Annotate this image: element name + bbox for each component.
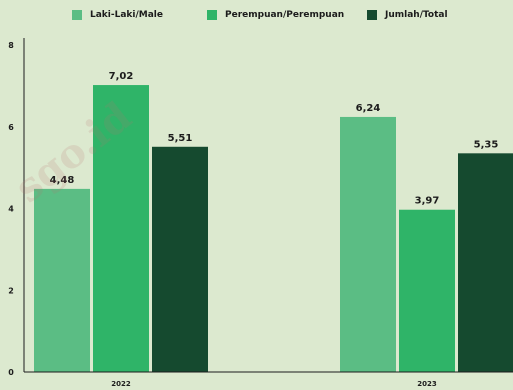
bar-2023-series-2 <box>399 209 455 372</box>
legend-label-total: Jumlah/Total <box>385 10 448 20</box>
y-tick-label-0: 0 <box>8 368 14 377</box>
bar-2023-series-3 <box>458 153 513 372</box>
legend-label-male: Laki-Laki/Male <box>90 10 163 20</box>
legend-swatch-female <box>207 10 217 20</box>
legend-item-total: Jumlah/Total <box>367 10 448 20</box>
bar-2022-series-1 <box>34 188 90 372</box>
data-label-2023-series-1: 6,24 <box>356 103 381 114</box>
y-tick-label-4: 4 <box>8 205 14 214</box>
y-tick-label-8: 8 <box>8 41 14 50</box>
legend: Laki-Laki/Male Perempuan/Perempuan Jumla… <box>0 10 513 30</box>
data-label-2022-series-3: 5,51 <box>168 133 193 144</box>
legend-swatch-male <box>72 10 82 20</box>
x-tick-label-2023: 2023 <box>417 380 437 388</box>
y-tick-label-2: 2 <box>8 286 14 295</box>
legend-item-male: Laki-Laki/Male <box>72 10 163 20</box>
legend-item-female: Perempuan/Perempuan <box>207 10 344 20</box>
x-tick-label-2022: 2022 <box>111 380 131 388</box>
bar-2022-series-2 <box>93 85 149 373</box>
y-tick-label-6: 6 <box>8 123 14 132</box>
legend-label-female: Perempuan/Perempuan <box>225 10 345 20</box>
legend-swatch-total <box>367 10 377 20</box>
data-label-2023-series-3: 5,35 <box>474 139 499 150</box>
bar-2022-series-3 <box>152 146 208 372</box>
bar-2023-series-1 <box>340 116 396 372</box>
data-label-2022-series-1: 4,48 <box>50 175 75 186</box>
data-label-2023-series-2: 3,97 <box>415 196 440 207</box>
data-label-2022-series-2: 7,02 <box>109 71 134 82</box>
